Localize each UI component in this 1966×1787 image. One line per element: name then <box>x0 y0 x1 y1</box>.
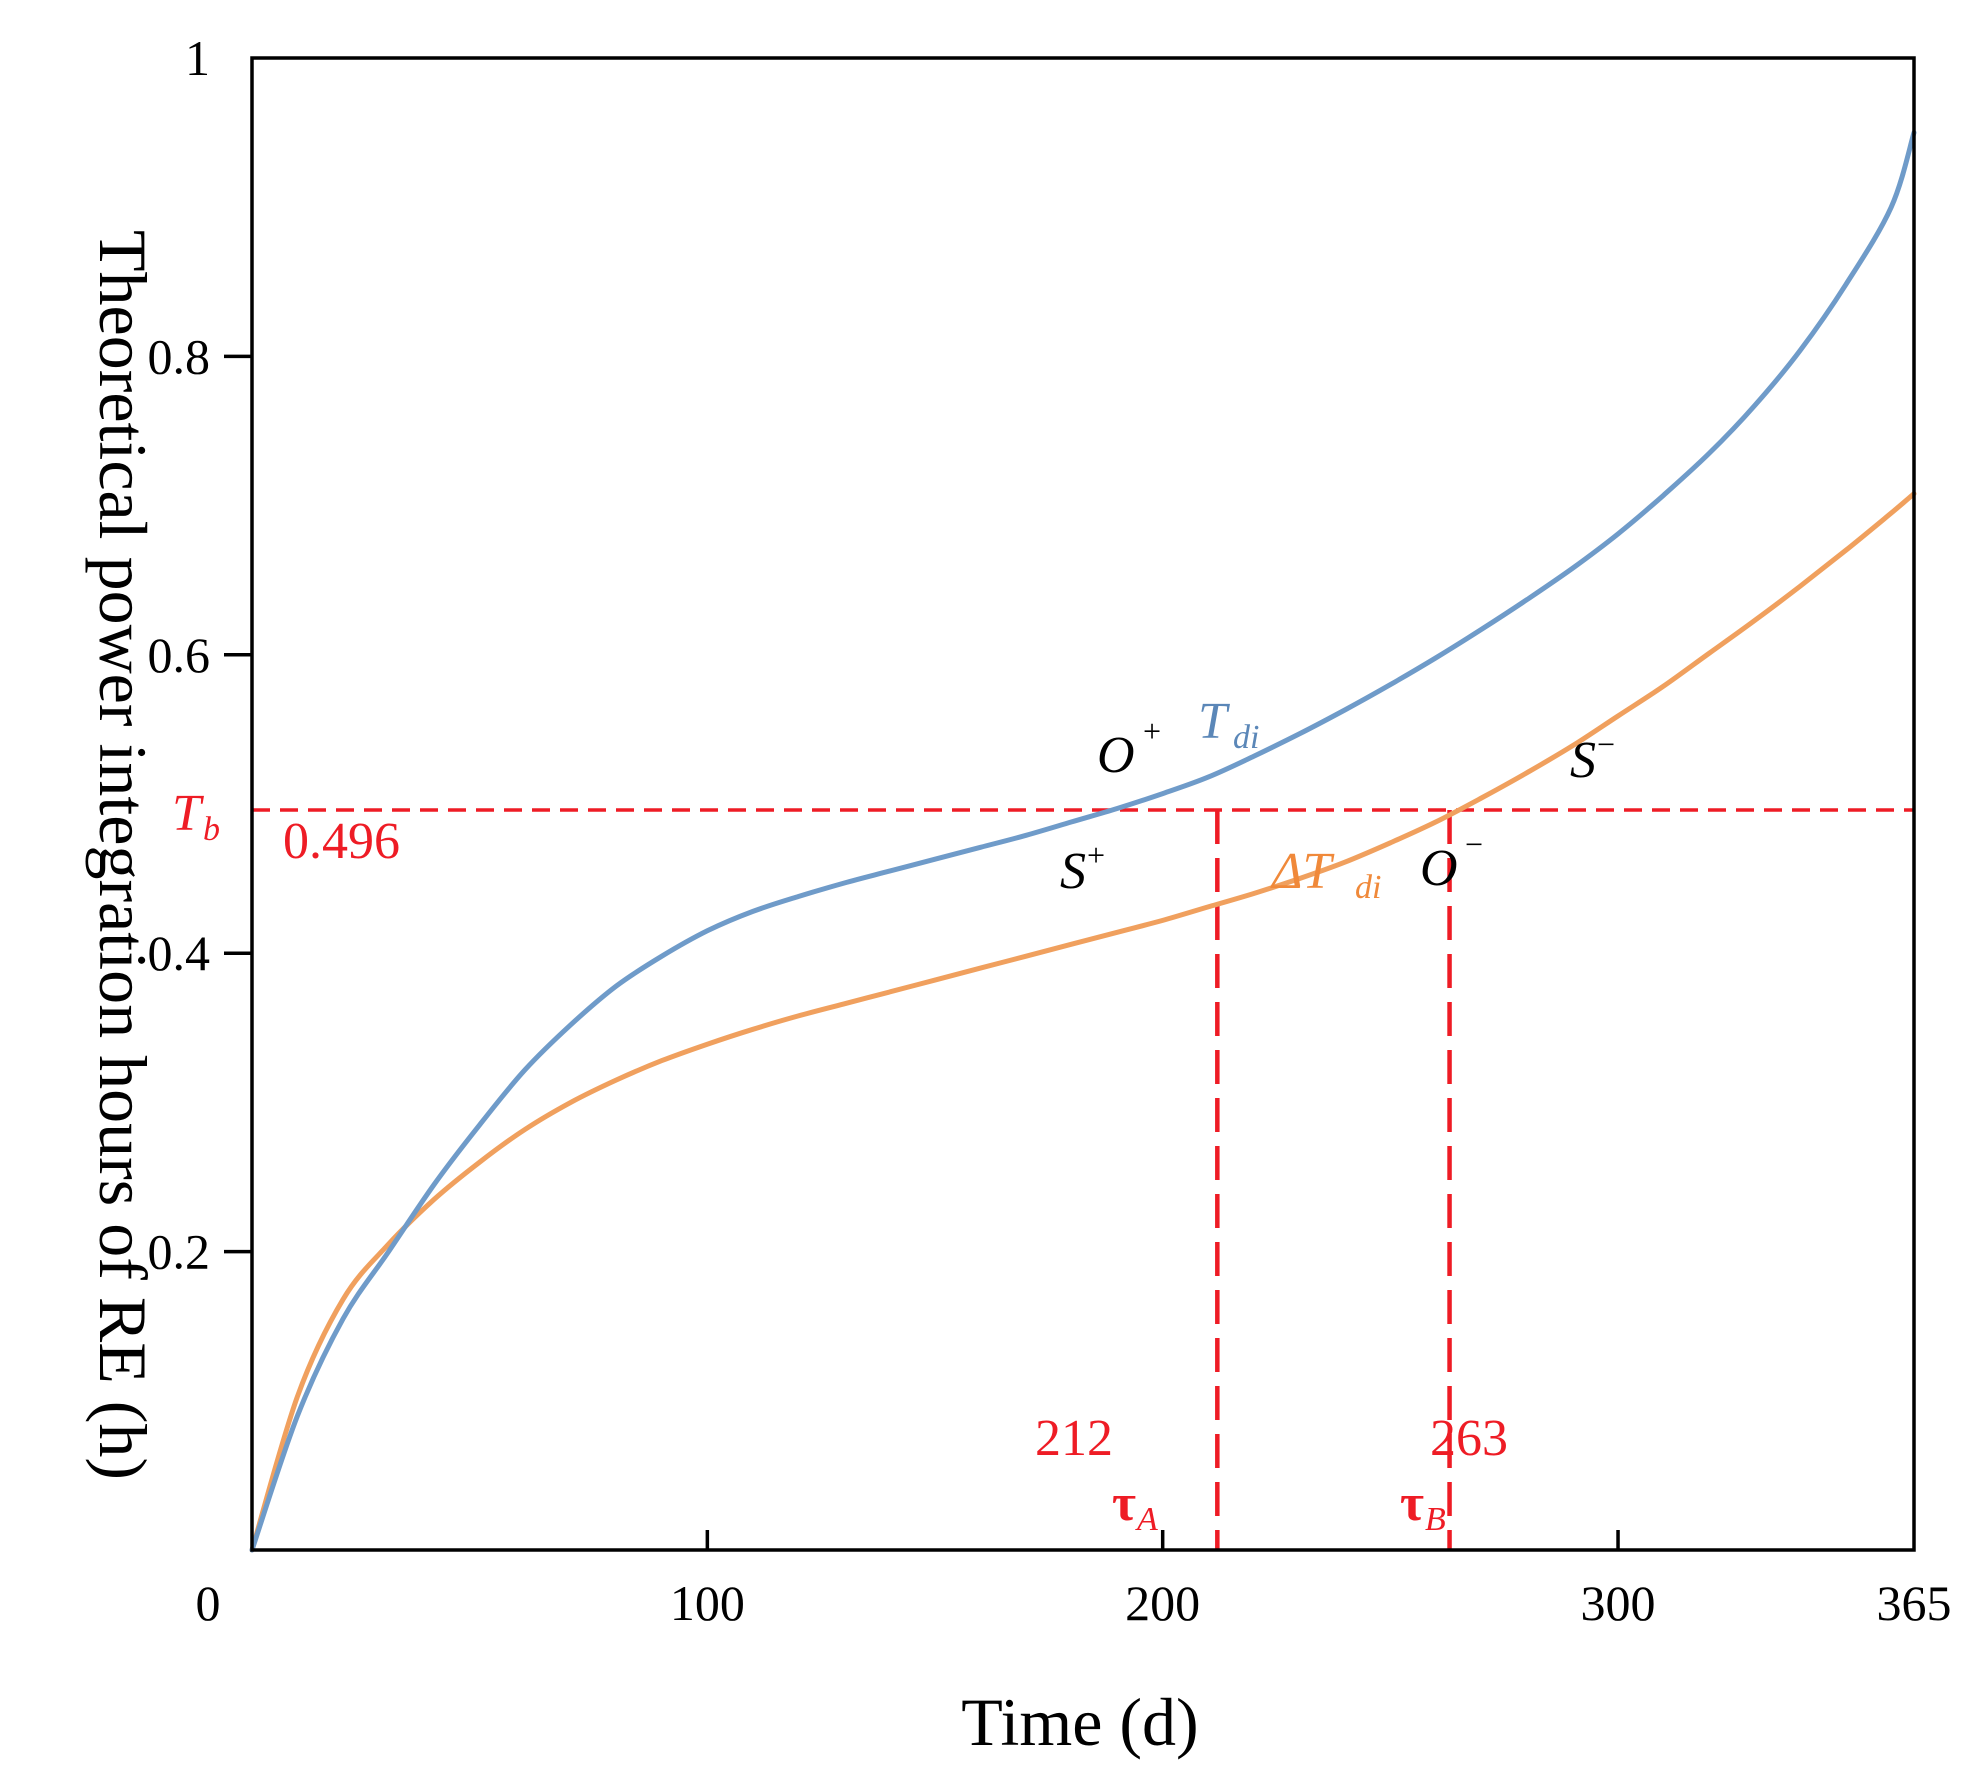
series-layer <box>249 130 1917 1553</box>
y-tick-label: 0.6 <box>148 627 211 683</box>
y-axis-ticks: 0.2 0.4 0.6 0.8 1 <box>148 30 252 1280</box>
x-tick-label: 200 <box>1125 1575 1200 1631</box>
y-tick-label: 0.8 <box>148 328 211 384</box>
annotation-s-plus: S + <box>1060 837 1105 900</box>
annotation-tau-b: τ B <box>1400 1475 1446 1538</box>
dtdi-sub: di <box>1355 869 1381 906</box>
y-axis-title: Theoretical power integration hours of R… <box>85 230 161 1480</box>
o-minus-sup: − <box>1465 826 1483 862</box>
x-tick-label: 100 <box>670 1575 745 1631</box>
s-plus-main: S <box>1060 843 1086 900</box>
annotation-tau-a: τ A <box>1112 1475 1158 1538</box>
o-plus-main: O <box>1097 727 1135 784</box>
tb-sub: b <box>203 811 220 848</box>
annotation-tb-label: T b <box>172 785 220 848</box>
annotation-o-plus: O + <box>1097 713 1161 784</box>
plot-frame <box>250 56 1916 1552</box>
tau-b-main: τ <box>1400 1475 1424 1532</box>
annotation-tb-value: 0.496 <box>283 813 400 870</box>
tau-a-main: τ <box>1112 1475 1136 1532</box>
y-tick-label: 0.2 <box>148 1224 211 1280</box>
x-tick-label: 300 <box>1581 1575 1656 1631</box>
y-tick-label: 1 <box>185 30 210 86</box>
dtdi-main: ΔT <box>1270 843 1335 900</box>
x-axis-title: Time (d) <box>961 1684 1198 1760</box>
tau-b-sub: B <box>1425 1501 1446 1538</box>
annotation-tau-a-value: 212 <box>1035 1410 1113 1467</box>
series-tdi-line <box>249 130 1917 1553</box>
series-dtdi-line <box>249 491 1917 1553</box>
tau-a-sub: A <box>1135 1501 1158 1538</box>
reference-lines <box>252 808 1914 1550</box>
o-minus-main: O <box>1420 840 1458 897</box>
y-tick-label: 0.4 <box>148 925 211 981</box>
tdi-main: T <box>1198 693 1230 750</box>
tdi-sub: di <box>1233 719 1259 756</box>
o-plus-sup: + <box>1143 713 1161 749</box>
x-tick-label: 365 <box>1877 1575 1952 1631</box>
annotation-s-minus: S − <box>1570 726 1615 789</box>
annotation-tdi: T di <box>1198 693 1259 756</box>
annotation-dtdi: ΔT di <box>1270 843 1381 906</box>
s-plus-sup: + <box>1087 837 1105 873</box>
s-minus-sup: − <box>1597 726 1615 762</box>
annotation-tau-b-value: 263 <box>1430 1410 1508 1467</box>
annotation-o-minus: O − <box>1420 826 1483 897</box>
x-axis-ticks: 0 100 200 300 365 <box>196 1530 1952 1631</box>
tb-main: T <box>172 785 204 842</box>
s-minus-main: S <box>1570 732 1596 789</box>
x-tick-label: 0 <box>196 1575 221 1631</box>
